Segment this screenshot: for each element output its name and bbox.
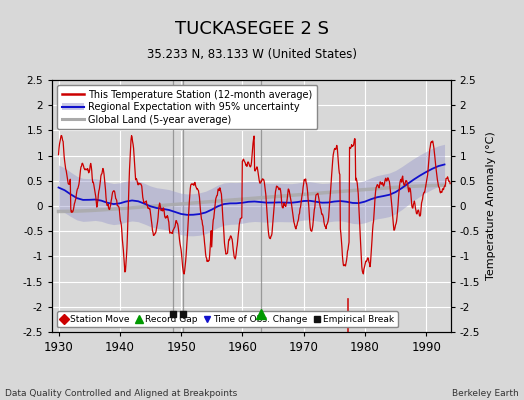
Text: TUCKASEGEE 2 S: TUCKASEGEE 2 S — [174, 20, 329, 38]
Text: 35.233 N, 83.133 W (United States): 35.233 N, 83.133 W (United States) — [147, 48, 356, 61]
Legend: Station Move, Record Gap, Time of Obs. Change, Empirical Break: Station Move, Record Gap, Time of Obs. C… — [57, 311, 398, 328]
Text: Data Quality Controlled and Aligned at Breakpoints: Data Quality Controlled and Aligned at B… — [5, 389, 237, 398]
Text: Berkeley Earth: Berkeley Earth — [452, 389, 519, 398]
Y-axis label: Temperature Anomaly (°C): Temperature Anomaly (°C) — [486, 132, 496, 280]
